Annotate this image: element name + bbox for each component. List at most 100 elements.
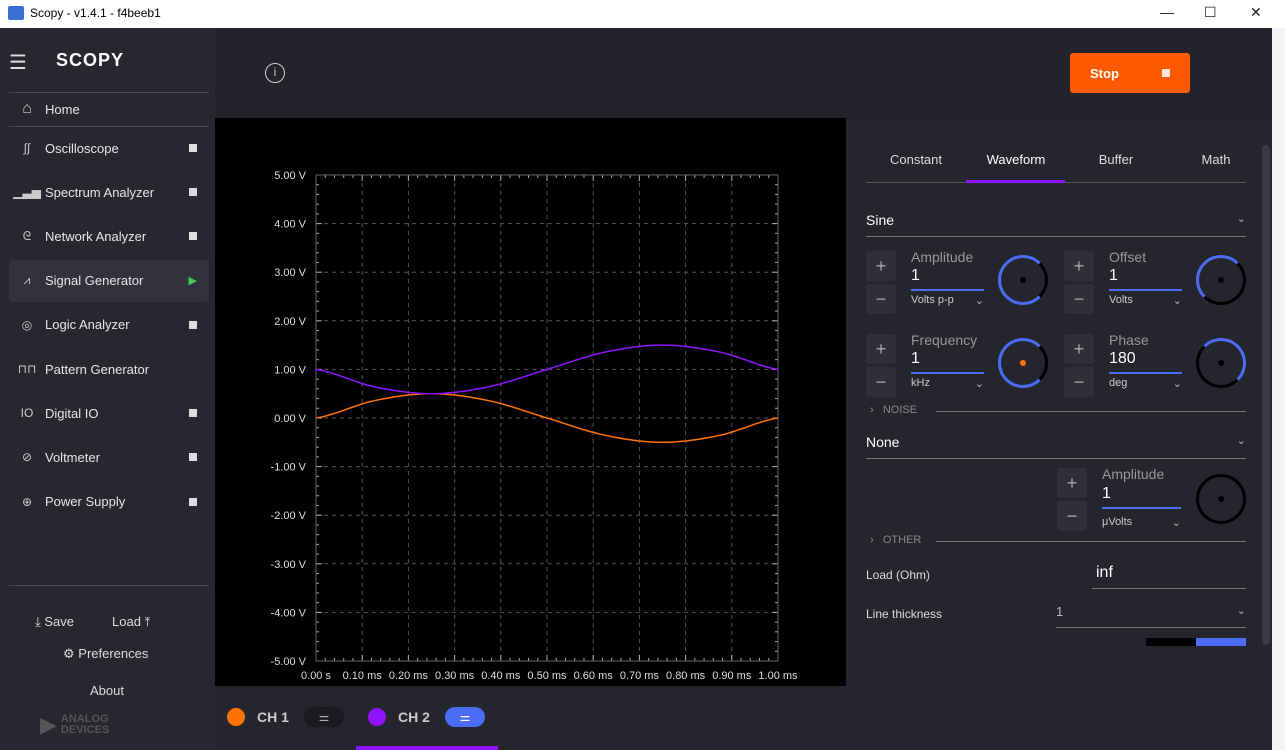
ch1-label[interactable]: CH 1	[257, 709, 289, 725]
sidebar-item-signal-generator[interactable]: ⩘ Signal Generator ▶	[9, 259, 209, 302]
toggle-off-segment[interactable]	[1146, 638, 1196, 646]
noise-amplitude-unit-select[interactable]: μVolts ⌄	[1102, 516, 1181, 529]
sidebar-item-home[interactable]: ⌂ Home	[9, 88, 209, 130]
sidebar-item-network-analyzer[interactable]: ᘓ Network Analyzer	[9, 215, 209, 257]
sidebar-item-pattern-generator[interactable]: ⊓⊓ Pattern Generator	[9, 348, 209, 390]
tab-waveform[interactable]: Waveform	[986, 152, 1046, 167]
maximize-button[interactable]: ☐	[1204, 4, 1217, 20]
close-button[interactable]: ✕	[1250, 4, 1262, 20]
signal-icon: ⩘	[23, 273, 31, 288]
tab-math[interactable]: Math	[1201, 152, 1231, 167]
title-bar: Scopy - v1.4.1 - f4beeb1 — ☐ ✕	[0, 0, 1285, 28]
y-tick-label: -2.00 V	[271, 510, 307, 522]
ch1-settings-sliders-icon[interactable]: ⚌	[304, 707, 344, 727]
x-tick-label: 0.40 ms	[481, 670, 521, 682]
sidebar-item-digital-io[interactable]: IO Digital IO	[9, 392, 209, 434]
chevron-down-icon: ⌄	[1236, 605, 1246, 617]
noise-section-toggle[interactable]: › NOISE	[870, 404, 917, 416]
frequency-increment-button[interactable]: +	[866, 334, 896, 364]
sidebar-item-logic-analyzer[interactable]: ◎ Logic Analyzer	[9, 304, 209, 346]
tab-buffer[interactable]: Buffer	[1098, 152, 1134, 167]
ch2-label[interactable]: CH 2	[398, 709, 430, 725]
download-icon: ⤓	[35, 614, 45, 629]
sidebar-item-label: Pattern Generator	[45, 361, 150, 377]
phase-increment-button[interactable]: +	[1064, 334, 1094, 364]
amplitude-decrement-button[interactable]: −	[866, 284, 896, 314]
y-tick-label: -1.00 V	[271, 462, 307, 474]
tab-constant[interactable]: Constant	[889, 152, 943, 167]
load-label: Load	[112, 614, 141, 629]
line-thickness-value: 1	[1056, 604, 1064, 619]
sidebar-item-oscilloscope[interactable]: ∫∫ Oscilloscope	[9, 127, 209, 169]
noise-amplitude-input[interactable]: 1	[1102, 485, 1181, 509]
background-window-edge	[1272, 28, 1285, 750]
waveform-select[interactable]: Sine ⌄	[866, 212, 1246, 228]
chevron-down-icon: ⌄	[1171, 517, 1181, 529]
noise-amplitude-knob[interactable]	[1196, 474, 1246, 524]
hamburger-menu-icon[interactable]: ☰	[9, 52, 27, 74]
noise-amplitude-label: Amplitude	[1102, 466, 1165, 482]
series-line-ch1	[315, 392, 779, 444]
status-indicator	[189, 144, 197, 152]
noise-type-select[interactable]: None ⌄	[866, 434, 1246, 450]
offset-increment-button[interactable]: +	[1064, 251, 1094, 281]
phase-unit-select[interactable]: deg ⌄	[1109, 377, 1182, 390]
pattern-icon: ⊓⊓	[17, 362, 37, 376]
minimize-button[interactable]: —	[1160, 4, 1174, 20]
sidebar-item-label: Logic Analyzer	[45, 317, 130, 333]
analog-devices-logo: ▶ ANALOG DEVICES	[40, 712, 110, 737]
sidebar-item-label: Spectrum Analyzer	[45, 184, 155, 200]
home-icon: ⌂	[22, 100, 32, 117]
chevron-right-icon: ›	[870, 534, 883, 546]
amplitude-unit-select[interactable]: Volts p-p ⌄	[911, 294, 984, 307]
noise-section-label: NOISE	[882, 404, 918, 416]
preferences-label: Preferences	[78, 646, 149, 661]
digital-io-icon: IO	[20, 406, 34, 421]
power-icon: ⊕	[21, 494, 33, 509]
sidebar-item-spectrum-analyzer[interactable]: ▁▃▅ Spectrum Analyzer	[9, 171, 209, 213]
info-icon[interactable]: i	[265, 63, 285, 83]
phase-decrement-button[interactable]: −	[1064, 367, 1094, 397]
ch2-color-dot[interactable]	[368, 708, 386, 726]
amplitude-knob[interactable]	[998, 255, 1048, 305]
chevron-down-icon: ⌄	[1236, 435, 1246, 447]
offset-knob[interactable]	[1196, 255, 1246, 305]
phase-knob[interactable]	[1196, 338, 1246, 388]
noise-amplitude-decrement-button[interactable]: −	[1057, 501, 1087, 531]
save-button[interactable]: ⤓ Save	[35, 614, 74, 630]
phase-input[interactable]: 180	[1109, 350, 1182, 374]
offset-unit-select[interactable]: Volts ⌄	[1109, 294, 1182, 307]
amplitude-input[interactable]: 1	[911, 267, 984, 291]
other-section-toggle[interactable]: › OTHER	[870, 534, 921, 546]
sidebar-item-power-supply[interactable]: ⊕ Power Supply	[9, 481, 209, 523]
sidebar-item-voltmeter[interactable]: ⊘ Voltmeter	[9, 436, 209, 478]
frequency-knob[interactable]	[998, 338, 1048, 388]
ch2-settings-sliders-icon[interactable]: ⚌	[445, 707, 485, 727]
noise-amplitude-increment-button[interactable]: +	[1057, 468, 1087, 498]
load-button[interactable]: Load ⤒	[112, 614, 150, 630]
panel-scrollbar[interactable]	[1262, 145, 1270, 645]
y-tick-label: -5.00 V	[271, 656, 307, 668]
stop-button[interactable]: Stop	[1070, 53, 1190, 93]
toggle-on-segment[interactable]	[1196, 638, 1246, 646]
offset-decrement-button[interactable]: −	[1064, 284, 1094, 314]
y-tick-label: 2.00 V	[274, 316, 306, 328]
frequency-decrement-button[interactable]: −	[866, 367, 896, 397]
status-indicator	[189, 188, 197, 197]
save-label: Save	[44, 614, 74, 629]
sidebar-item-label: Signal Generator	[45, 273, 144, 289]
offset-input[interactable]: 1	[1109, 267, 1182, 291]
amplitude-increment-button[interactable]: +	[866, 251, 896, 281]
ch1-color-dot[interactable]	[227, 708, 245, 726]
frequency-input[interactable]: 1	[911, 350, 984, 374]
frequency-unit-select[interactable]: kHz ⌄	[911, 377, 984, 390]
status-indicator	[189, 232, 197, 241]
line-thickness-label: Line thickness	[866, 607, 943, 621]
amplitude-label: Amplitude	[911, 249, 974, 265]
load-label: Load (Ohm)	[866, 568, 931, 582]
preferences-button[interactable]: ⚙ Preferences	[63, 646, 148, 662]
knob-center-dot	[1020, 277, 1026, 283]
line-thickness-select[interactable]: 1 ⌄	[1056, 604, 1246, 628]
about-button[interactable]: About	[90, 683, 124, 698]
load-input[interactable]: inf	[1092, 564, 1246, 589]
